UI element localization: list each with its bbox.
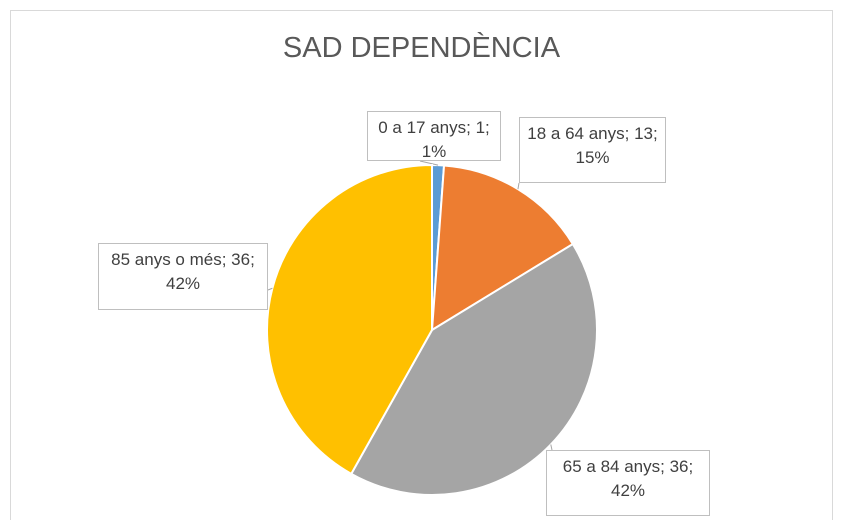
data-label: 0 a 17 anys; 1; 1% [367, 111, 501, 161]
chart-title: SAD DEPENDÈNCIA [282, 32, 561, 64]
data-label: 18 a 64 anys; 13; 15% [519, 117, 666, 183]
data-label: 65 a 84 anys; 36; 42% [546, 450, 710, 516]
leader-line [419, 160, 439, 166]
data-label: 85 anys o més; 36; 42% [98, 243, 268, 310]
leader-line [550, 444, 553, 451]
chart-border [10, 10, 833, 520]
pie-slice [349, 242, 598, 496]
pie-slice [266, 163, 433, 476]
leader-line [517, 182, 520, 190]
pie-slice [430, 164, 575, 332]
leader-line [267, 287, 273, 291]
